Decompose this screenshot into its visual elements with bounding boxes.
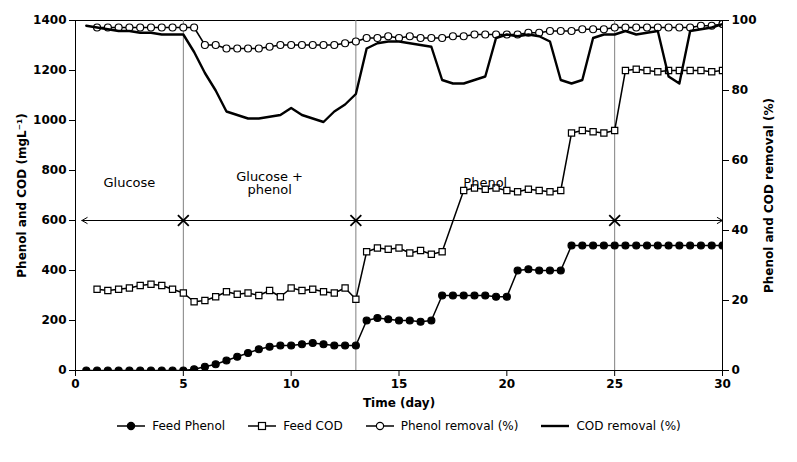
svg-text:40: 40 [732, 223, 749, 237]
svg-text:0: 0 [58, 363, 66, 377]
svg-text:1200: 1200 [33, 63, 66, 77]
html-text:Phenol removal (%): Phenol removal (%) [400, 419, 519, 433]
svg-text:Glucose +phenol: Glucose +phenol [236, 169, 303, 197]
html-text:COD removal (%): COD removal (%) [576, 419, 681, 433]
svg-text:100: 100 [732, 13, 757, 27]
html-text:Feed COD: Feed COD [283, 419, 343, 433]
svg-text:10: 10 [283, 377, 300, 391]
svg-text:20: 20 [732, 293, 749, 307]
svg-text:Phenol: Phenol [463, 175, 507, 190]
svg-text:1000: 1000 [33, 113, 66, 127]
svg-text:400: 400 [41, 263, 66, 277]
svg-text:20: 20 [498, 377, 515, 391]
svg-text:30: 30 [714, 377, 731, 391]
svg-text:5: 5 [179, 377, 187, 391]
svg-text:15: 15 [391, 377, 408, 391]
svg-text:1400: 1400 [33, 13, 66, 27]
html-text:Feed Phenol: Feed Phenol [152, 419, 226, 433]
svg-text:800: 800 [41, 163, 66, 177]
svg-text:Phenol and COD removal (%): Phenol and COD removal (%) [762, 98, 776, 293]
svg-text:Glucose: Glucose [104, 175, 156, 190]
svg-text:200: 200 [41, 313, 66, 327]
svg-text:Phenol and COD (mgL⁻¹): Phenol and COD (mgL⁻¹) [15, 113, 29, 277]
svg-text:Time (day): Time (day) [363, 396, 435, 410]
svg-text:600: 600 [41, 213, 66, 227]
svg-text:60: 60 [732, 153, 749, 167]
svg-text:0: 0 [732, 363, 740, 377]
svg-text:0: 0 [71, 377, 79, 391]
svg-text:80: 80 [732, 83, 749, 97]
svg-text:25: 25 [606, 377, 623, 391]
